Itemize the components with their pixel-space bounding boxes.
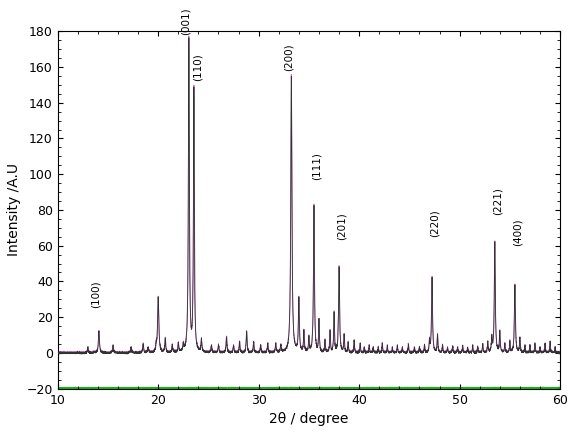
Text: (001): (001) bbox=[181, 7, 190, 35]
X-axis label: 2θ / degree: 2θ / degree bbox=[269, 412, 348, 426]
Text: (200): (200) bbox=[284, 43, 294, 71]
Text: (100): (100) bbox=[91, 281, 101, 308]
Text: (110): (110) bbox=[193, 54, 202, 81]
Y-axis label: Intensity /A.U: Intensity /A.U bbox=[7, 163, 21, 256]
Text: (111): (111) bbox=[312, 152, 322, 180]
Text: (221): (221) bbox=[493, 187, 503, 215]
Text: (201): (201) bbox=[337, 213, 347, 240]
Text: (400): (400) bbox=[513, 218, 523, 246]
Text: (220): (220) bbox=[430, 209, 439, 237]
